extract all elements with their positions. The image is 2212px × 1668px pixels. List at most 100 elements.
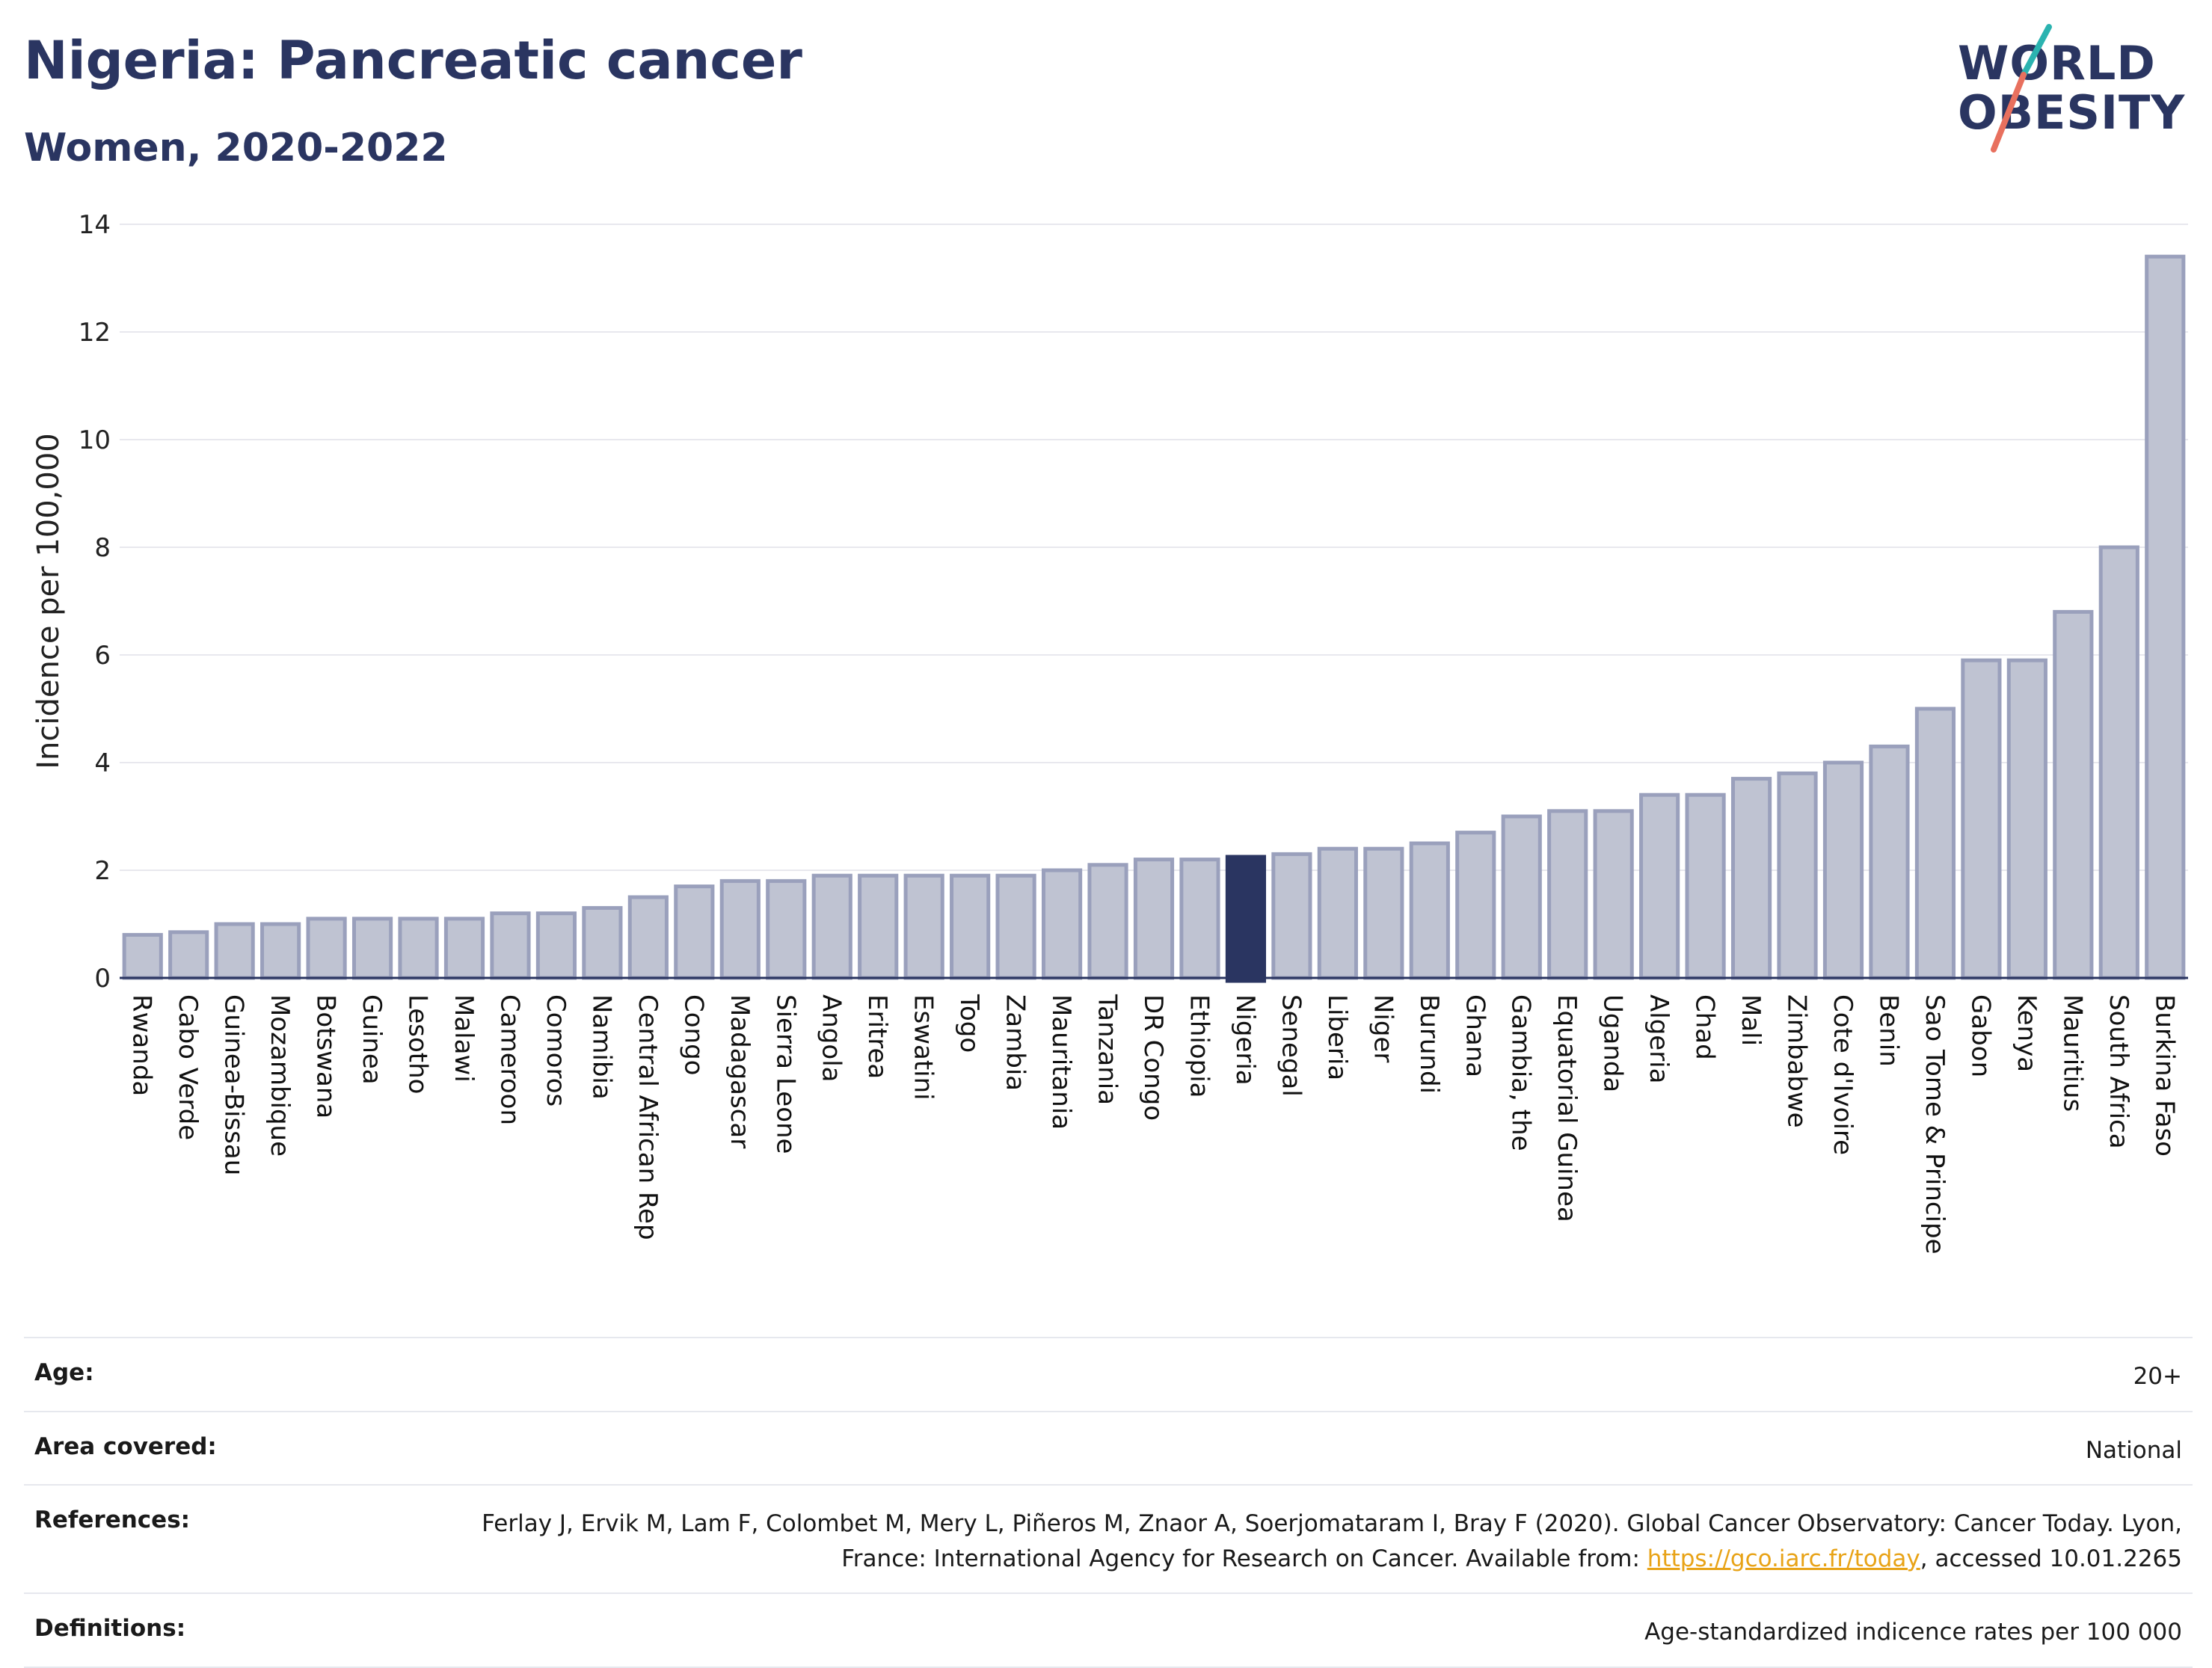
x-tick-label: Benin <box>1873 994 1903 1067</box>
x-tick-label: Malawi <box>449 994 479 1083</box>
bar-eswatini <box>903 873 944 980</box>
world-obesity-logo: WORLD OBESITY <box>1944 22 2199 157</box>
x-tick-label: Mauritania <box>1046 994 1076 1130</box>
bar-cote-d-ivoire <box>1822 760 1864 980</box>
meta-row-references: References: Ferlay J, Ervik M, Lam F, Co… <box>24 1484 2193 1592</box>
bar-botswana <box>306 917 347 980</box>
bar-equatorial-guinea <box>1547 809 1588 980</box>
chart-subtitle: Women, 2020-2022 <box>24 126 448 170</box>
meta-label: Area covered: <box>34 1432 217 1460</box>
bar-zimbabwe <box>1777 771 1818 980</box>
bar-rwanda <box>122 932 163 980</box>
bar-mozambique <box>260 922 301 980</box>
meta-row-age: Age: 20+ <box>24 1337 2193 1411</box>
reference-text: Ferlay J, Ervik M, Lam F, Colombet M, Me… <box>482 1510 2182 1572</box>
bar-mauritius <box>2053 609 2094 980</box>
bar-tanzania <box>1087 863 1128 980</box>
logo-slash-icon <box>1991 24 2052 153</box>
meta-label: Age: <box>34 1359 94 1386</box>
reference-link[interactable]: https://gco.iarc.fr/today <box>1647 1545 1920 1572</box>
bar-comoros <box>535 911 577 980</box>
bar-cabo-verde <box>168 930 209 980</box>
x-tick-label: Gabon <box>1965 994 1995 1077</box>
bar-ghana <box>1455 831 1496 980</box>
bar-burkina-faso <box>2145 254 2186 980</box>
x-tick-label: Zambia <box>1001 994 1030 1091</box>
bar-guinea <box>351 917 393 980</box>
x-tick-label: Ethiopia <box>1184 994 1214 1098</box>
bar-nigeria <box>1225 855 1267 983</box>
bar-algeria <box>1639 793 1680 980</box>
meta-value: 20+ <box>2133 1363 2182 1390</box>
bar-liberia <box>1317 846 1358 980</box>
x-tick-label: Zimbabwe <box>1782 994 1812 1128</box>
bar-namibia <box>582 905 623 980</box>
bar-eritrea <box>858 873 899 980</box>
bar-sierra-leone <box>766 878 807 980</box>
x-tick-label: Guinea-Bissau <box>219 994 249 1175</box>
x-tick-label: South Africa <box>2104 994 2133 1149</box>
meta-value: National <box>2085 1436 2182 1464</box>
meta-row-area: Area covered: National <box>24 1410 2193 1485</box>
bar-chart: 0 2 4 6 8 10 12 14 Incidence per 100,000 Rwanda Ca… <box>31 210 2188 1255</box>
x-tick-label: Gambia, the <box>1506 994 1536 1151</box>
x-tick-label: Togo <box>954 994 984 1053</box>
bar-uganda <box>1593 809 1634 980</box>
meta-label: References: <box>34 1507 191 1533</box>
bar-angola <box>811 873 852 980</box>
x-tick-label: Guinea <box>357 994 387 1085</box>
x-tick-label: Cabo Verde <box>173 994 203 1140</box>
bar-central-african-rep <box>627 895 669 980</box>
x-tick-label: Nigeria <box>1230 994 1260 1086</box>
meta-row-definitions: Definitions: Age-standardized indicence … <box>24 1592 2193 1668</box>
bar-senegal <box>1271 852 1312 980</box>
y-tick-label: 2 <box>94 856 111 886</box>
x-tick-label: Uganda <box>1598 994 1628 1092</box>
x-tick-label: Senegal <box>1276 994 1306 1097</box>
bar-zambia <box>995 873 1036 980</box>
x-tick-label: Burundi <box>1414 994 1444 1094</box>
x-tick-label: Rwanda <box>127 994 157 1096</box>
bar-kenya <box>2006 658 2047 980</box>
bar-burundi <box>1409 841 1450 980</box>
bar-south-africa <box>2098 545 2139 980</box>
chart-title: Nigeria: Pancreatic cancer <box>24 30 802 91</box>
y-tick-label: 6 <box>94 641 111 671</box>
x-tick-label: Namibia <box>586 994 616 1100</box>
bar-togo <box>950 873 991 980</box>
x-tick-label: Angola <box>817 994 847 1082</box>
bar-cameroon <box>490 911 531 980</box>
x-tick-label: Algeria <box>1644 994 1674 1083</box>
meta-value: Age-standardized indicence rates per 100… <box>1644 1619 2182 1646</box>
y-tick-label: 8 <box>94 533 111 563</box>
x-tick-label: Cote d'Ivoire <box>1828 994 1858 1155</box>
bar-madagascar <box>719 878 761 980</box>
bar-lesotho <box>398 917 439 980</box>
logo-line-2: OBESITY <box>1958 85 2186 140</box>
logo-line-1: WORLD <box>1958 36 2156 90</box>
bar-mali <box>1730 777 1772 980</box>
x-tick-label: Botswana <box>311 994 341 1118</box>
x-tick-label: Lesotho <box>403 994 433 1094</box>
x-tick-label: Tanzania <box>1093 994 1122 1105</box>
y-tick-label: 12 <box>79 318 111 348</box>
x-tick-label: Liberia <box>1322 994 1352 1080</box>
bar-mauritania <box>1041 868 1083 980</box>
x-tick-label: Central African Rep <box>633 994 663 1240</box>
x-tick-label: Eswatini <box>909 994 938 1101</box>
x-tick-label: Equatorial Guinea <box>1552 994 1582 1222</box>
x-tick-label: Madagascar <box>725 994 755 1148</box>
meta-value: Ferlay J, Ervik M, Lam F, Colombet M, Me… <box>425 1507 2182 1576</box>
x-tick-label: Sao Tome & Principe <box>1920 994 1950 1255</box>
x-tick-label: Eritrea <box>862 994 892 1079</box>
x-tick-label: Sierra Leone <box>770 994 800 1154</box>
bar-niger <box>1363 846 1404 980</box>
metadata-table: Age: 20+ Area covered: National Referenc… <box>24 1337 2193 1668</box>
y-tick-label: 10 <box>79 425 111 455</box>
x-tick-label: Mozambique <box>265 994 295 1157</box>
x-tick-label: Comoros <box>541 994 571 1107</box>
bar-benin <box>1869 744 1910 980</box>
bar-congo <box>674 884 715 980</box>
x-tick-label: Mali <box>1736 994 1766 1046</box>
x-tick-label: Burkina Faso <box>2149 994 2179 1157</box>
